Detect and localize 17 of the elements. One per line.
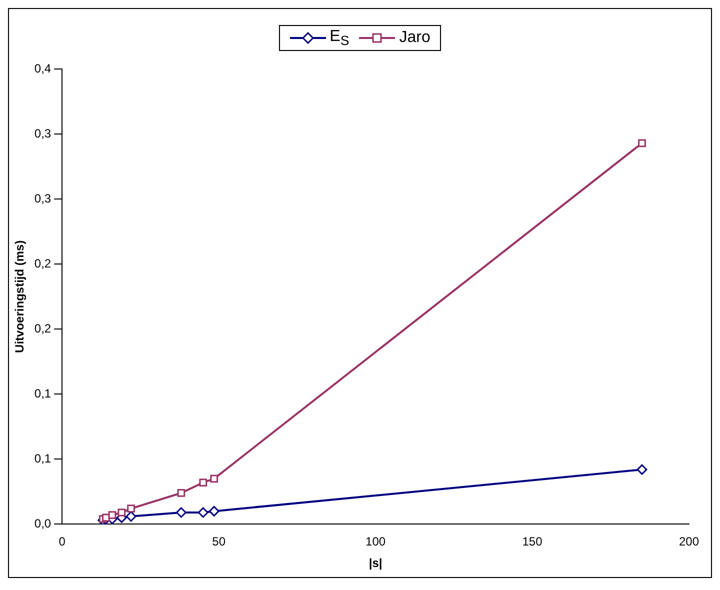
y-tick-label: 0,0 <box>34 516 52 531</box>
y-tick-label: 0,3 <box>34 191 52 206</box>
y-tick-label: 0,3 <box>34 126 52 140</box>
y-tick-label: 0,2 <box>34 256 52 270</box>
x-tick-label: 200 <box>678 534 700 549</box>
y-tick-label: 0,1 <box>34 386 52 400</box>
x-tick-label: 100 <box>366 534 386 549</box>
y-tick-label: 0,1 <box>34 451 52 466</box>
y-tick-label: 0,4 <box>34 61 52 76</box>
x-axis-title: |s| <box>368 556 382 570</box>
y-tick-label: 0,2 <box>34 321 52 336</box>
y-axis-title: Uitvoeringstijd (ms) <box>12 240 27 353</box>
x-tick-label: 150 <box>522 534 543 549</box>
x-tick-label: 50 <box>212 534 226 549</box>
legend-label: Jaro <box>399 29 430 48</box>
legend-label: E$_{S}$ <box>330 28 350 48</box>
x-tick-label: 0 <box>58 534 66 549</box>
